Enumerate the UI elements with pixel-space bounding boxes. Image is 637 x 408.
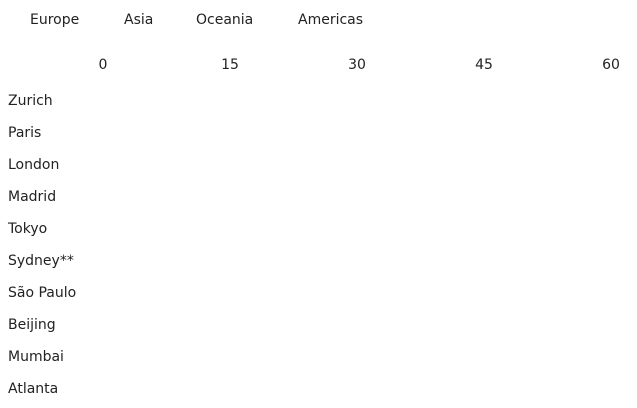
category-row: Sydney** [0, 248, 637, 280]
legend-item-europe[interactable]: Europe [30, 12, 80, 28]
category-row: London [0, 152, 637, 184]
legend-item-oceania[interactable]: Oceania [196, 12, 254, 28]
x-tick-label: 0 [98, 57, 108, 73]
x-tick-label: 60 [602, 57, 620, 73]
category-row: Madrid [0, 184, 637, 216]
legend-item-asia[interactable]: Asia [124, 12, 154, 28]
category-row: Atlanta [0, 376, 637, 408]
category-label: Atlanta [8, 381, 59, 397]
category-label: Madrid [8, 189, 57, 205]
category-label: Beijing [8, 317, 56, 333]
category-row: Mumbai [0, 344, 637, 376]
category-row: Zurich [0, 88, 637, 120]
category-label: Zurich [8, 93, 53, 109]
category-label: London [8, 157, 60, 173]
x-tick-label: 30 [348, 57, 366, 73]
category-label: Mumbai [8, 349, 64, 365]
chart-legend: Europe Asia Oceania Americas [0, 0, 637, 40]
category-label: Tokyo [8, 221, 48, 237]
legend-item-americas[interactable]: Americas [298, 12, 364, 28]
category-row: Tokyo [0, 216, 637, 248]
x-axis: 0 15 30 45 60 [0, 52, 637, 78]
x-tick-label: 15 [221, 57, 239, 73]
category-row: Beijing [0, 312, 637, 344]
category-label: Paris [8, 125, 42, 141]
category-label: São Paulo [8, 285, 77, 301]
category-row: São Paulo [0, 280, 637, 312]
category-row: Paris [0, 120, 637, 152]
x-tick-label: 45 [475, 57, 493, 73]
category-label: Sydney** [8, 253, 74, 269]
